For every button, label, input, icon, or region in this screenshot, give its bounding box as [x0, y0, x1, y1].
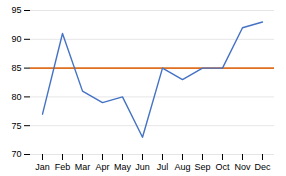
- svg-text:Jun: Jun: [135, 162, 150, 172]
- svg-text:Mar: Mar: [75, 162, 91, 172]
- svg-text:Sep: Sep: [194, 162, 210, 172]
- svg-text:80: 80: [11, 92, 21, 102]
- svg-text:Jul: Jul: [157, 162, 169, 172]
- svg-text:95: 95: [11, 5, 21, 15]
- svg-text:Feb: Feb: [55, 162, 71, 172]
- svg-text:90: 90: [11, 34, 21, 44]
- svg-text:85: 85: [11, 63, 21, 73]
- svg-text:70: 70: [11, 149, 21, 159]
- svg-text:75: 75: [11, 121, 21, 131]
- svg-text:Oct: Oct: [215, 162, 230, 172]
- svg-text:Dec: Dec: [254, 162, 271, 172]
- svg-text:Apr: Apr: [95, 162, 109, 172]
- svg-text:Aug: Aug: [174, 162, 190, 172]
- svg-text:May: May: [114, 162, 132, 172]
- svg-text:Nov: Nov: [234, 162, 251, 172]
- svg-text:Jan: Jan: [35, 162, 50, 172]
